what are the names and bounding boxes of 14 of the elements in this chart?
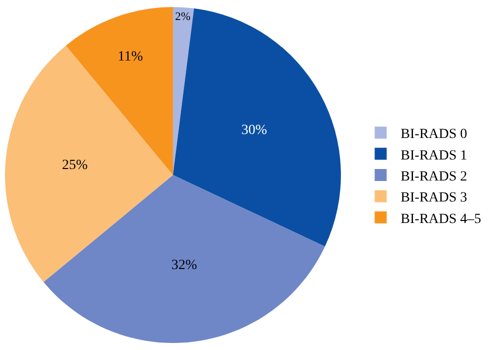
legend-label: BI-RADS 2 [400,169,468,184]
legend-label: BI-RADS 0 [400,127,468,142]
pie-slice [5,46,173,282]
data-label: 25% [62,158,88,174]
pie-slice [44,175,325,343]
data-label: 11% [118,49,144,64]
pie-slice [172,7,194,175]
data-label: 32% [171,258,198,273]
legend-label: BI-RADS 3 [400,190,468,206]
legend-label: BI-RADS 1 [400,148,468,164]
pie-slice [172,8,341,247]
legend-label: BI-RADS 4–5 [400,212,482,227]
data-label: 2% [175,11,191,24]
data-label: 30% [241,122,268,138]
